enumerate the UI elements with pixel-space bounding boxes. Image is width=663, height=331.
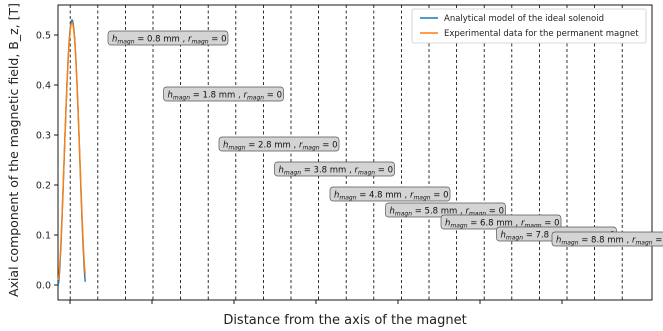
- y-tick-label: 0.2: [36, 181, 51, 192]
- annotation-label: hmagn = 3.8 mm , rmagn = 0: [275, 162, 395, 177]
- y-axis-label: Axial component of the magnetic field, B…: [6, 3, 21, 297]
- x-axis-label: Distance from the axis of the magnet: [223, 313, 466, 328]
- plot-area-border: [58, 5, 652, 300]
- series-line-experimental: [58, 23, 85, 281]
- legend-label-analytical: Analytical model of the ideal solenoid: [444, 14, 604, 24]
- y-tick-label: 0.0: [36, 281, 51, 292]
- y-tick-label: 0.4: [36, 81, 51, 92]
- y-tick-label: 0.1: [36, 231, 51, 242]
- series-line-analytical: [58, 20, 85, 285]
- annotation-label: hmagn = 8.8 mm , rmagn = 0: [552, 232, 663, 247]
- annotation-label: hmagn = 0.8 mm , rmagn = 0: [108, 31, 228, 46]
- legend: Analytical model of the ideal solenoid E…: [412, 9, 646, 43]
- annotation-group: hmagn = 0.8 mm , rmagn = 0 hmagn = 1.8 mm…: [108, 31, 663, 247]
- y-tick-label: 0.3: [36, 131, 51, 142]
- annotation-label: hmagn = 2.8 mm , rmagn = 0: [219, 137, 339, 152]
- plot-frame: [58, 5, 652, 300]
- series-group: [58, 20, 85, 285]
- legend-label-experimental: Experimental data for the permanent magn…: [444, 29, 639, 39]
- annotation-label: hmagn = 1.8 mm , rmagn = 0: [164, 87, 284, 102]
- annotation-label: hmagn = 4.8 mm , rmagn = 0: [330, 187, 450, 202]
- y-tick-label: 0.5: [36, 31, 51, 42]
- peak-dividers: [70, 5, 622, 300]
